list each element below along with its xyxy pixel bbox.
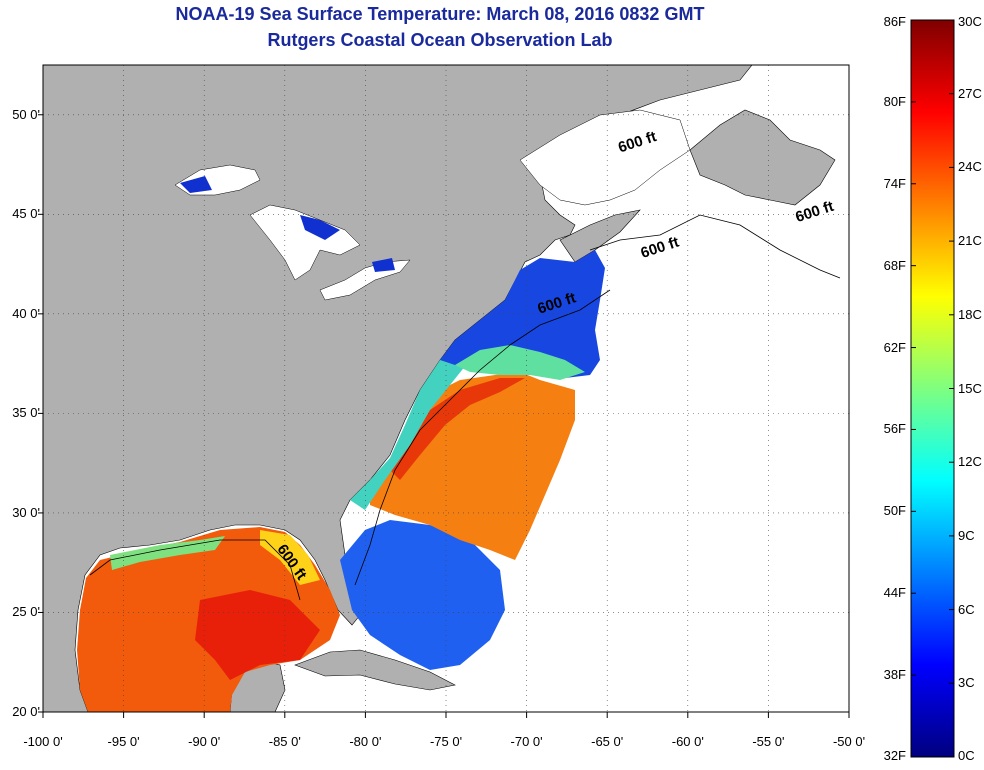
lat-tick-label: 35 0'	[12, 405, 40, 421]
colorbar-label-f: 56F	[883, 421, 906, 437]
lon-tick-label: -50 0'	[832, 734, 866, 749]
colorbar	[910, 19, 955, 758]
sst-shelf-slope-green	[455, 345, 585, 380]
sst-mid-atlantic-cold	[440, 250, 605, 378]
axis-ticks	[38, 114, 850, 718]
st-lawrence-gulf	[519, 109, 691, 206]
lat-tick-label: 20 0'	[12, 704, 40, 719]
lon-tick-label: -85 0'	[268, 734, 301, 749]
sst-gulf-coast-cool	[260, 530, 320, 585]
cold-lake-patch	[372, 258, 395, 272]
land-cuba	[294, 649, 456, 691]
colorbar-ticks	[911, 19, 954, 758]
colorbar-label-c: 15C	[958, 380, 982, 396]
lat-tick-label: 45 0'	[12, 206, 40, 222]
cold-lake-patch	[300, 215, 340, 240]
colorbar-label-c: 9C	[958, 527, 975, 543]
lon-tick-label: -100 0'	[23, 734, 63, 749]
sst-bahamas-blue	[340, 520, 505, 670]
map-subtitle: Rutgers Coastal Ocean Observation Lab	[267, 30, 613, 50]
colorbar-label-c: 6C	[958, 601, 975, 617]
sst-shelf-cool	[350, 345, 470, 510]
lon-tick-label: -90 0'	[188, 734, 221, 749]
isobath-600ft	[89, 214, 841, 601]
sst-gulf-stream-core	[390, 378, 525, 480]
land-newfoundland	[689, 109, 836, 206]
colorbar-label-c: 21C	[958, 233, 982, 249]
lat-tick-label: 50 0'	[12, 106, 40, 122]
lon-tick-label: -60 0'	[671, 734, 704, 749]
lat-tick-label: 30 0'	[12, 504, 40, 520]
lat-tick-label: 40 0'	[12, 305, 40, 321]
colorbar-label-f: 44F	[883, 585, 906, 601]
lon-tick-label: -80 0'	[349, 734, 382, 749]
colorbar-label-c: 24C	[958, 159, 982, 175]
lat-tick-label: 25 0'	[12, 604, 40, 620]
colorbar-label-f: 50F	[883, 503, 906, 519]
colorbar-label-f: 74F	[883, 175, 906, 191]
lon-tick-label: -70 0'	[510, 734, 543, 749]
lon-tick-label: -95 0'	[107, 734, 140, 749]
colorbar-label-f: 62F	[883, 339, 906, 355]
colorbar-label-c: 18C	[958, 306, 982, 322]
colorbar-label-c: 3C	[958, 675, 975, 691]
colorbar-label-f: 86F	[883, 14, 906, 29]
colorbar-label-f: 68F	[883, 257, 906, 273]
sst-gulf-north-shelf	[110, 536, 225, 570]
colorbar-label-c: 0C	[958, 748, 975, 763]
lon-tick-label: -65 0'	[591, 734, 624, 749]
colorbar-label-c: 12C	[958, 454, 982, 470]
colorbar-label-f: 38F	[883, 667, 906, 683]
colorbar-label-c: 27C	[958, 85, 982, 101]
lon-tick-label: -55 0'	[752, 734, 785, 749]
colorbar-label-c: 30C	[958, 14, 982, 29]
land-nova-scotia	[559, 209, 641, 263]
lon-tick-label: -75 0'	[429, 734, 463, 749]
colorbar-label-f: 80F	[883, 93, 906, 109]
colorbar-label-f: 32F	[883, 748, 906, 763]
map-title: NOAA-19 Sea Surface Temperature: March 0…	[175, 4, 705, 24]
